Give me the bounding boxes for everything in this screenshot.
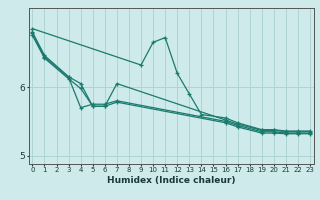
X-axis label: Humidex (Indice chaleur): Humidex (Indice chaleur) — [107, 176, 236, 185]
